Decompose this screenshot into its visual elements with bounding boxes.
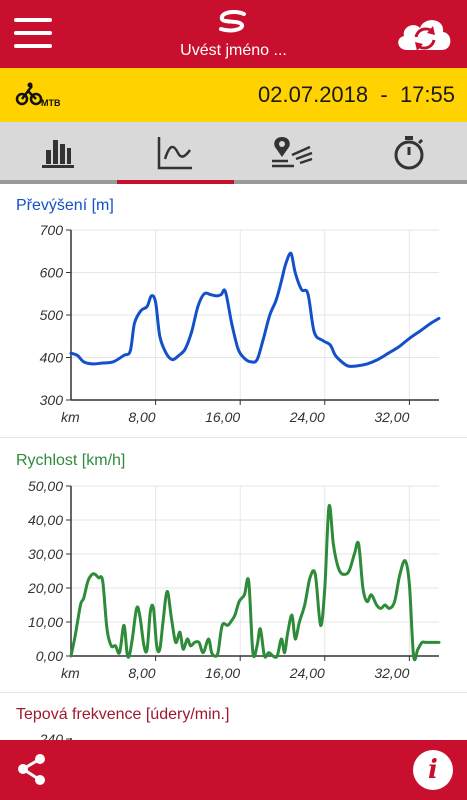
x-tick-label: 32,00 xyxy=(374,409,409,425)
x-tick-label: 32,00 xyxy=(374,665,409,681)
y-tick-label: 30,00 xyxy=(28,546,63,562)
bottom-app-bar: i xyxy=(0,740,467,800)
cloud-sync-icon[interactable] xyxy=(393,12,455,54)
speed-chart-title: Rychlost [km/h] xyxy=(16,452,126,469)
app-logo-icon xyxy=(219,10,246,33)
x-tick-label: 16,00 xyxy=(205,665,240,681)
tab-summary[interactable] xyxy=(0,122,117,184)
heart-rate-chart: 240 xyxy=(39,731,72,740)
top-app-bar: Uvést jméno ... xyxy=(0,0,467,68)
y-tick-label: 400 xyxy=(40,350,64,366)
tab-graphs[interactable] xyxy=(117,122,234,184)
series-line xyxy=(69,504,441,662)
activity-time: 17:55 xyxy=(399,82,455,107)
y-tick-label: 240 xyxy=(39,731,64,740)
graphs-content[interactable]: Převýšení [m] 300 400 500 600 700 8,00 16,00 24… xyxy=(0,184,467,740)
x-unit-label: km xyxy=(61,409,80,425)
name-input-link[interactable]: Uvést jméno ... xyxy=(180,42,287,59)
info-icon: i xyxy=(428,755,438,785)
y-tick-label: 0,00 xyxy=(36,648,63,664)
line-chart-icon xyxy=(157,137,193,170)
y-tick-label: 40,00 xyxy=(28,512,63,528)
datetime-separator: - xyxy=(380,82,388,107)
y-tick-label: 20,00 xyxy=(27,580,63,596)
speed-chart: 0,00 10,00 20,00 30,00 40,00 50,00 8,00 16,00 24… xyxy=(27,478,441,681)
chart-divider xyxy=(0,692,467,693)
hamburger-menu-icon[interactable] xyxy=(14,18,52,48)
elevation-chart: 300 400 500 600 700 8,00 16,00 24,00 32,00 km xyxy=(40,222,441,425)
share-icon[interactable] xyxy=(14,752,50,788)
activity-type-label: MTB xyxy=(41,98,61,108)
y-tick-label: 500 xyxy=(40,307,64,323)
activity-date: 02.07.2018 xyxy=(258,82,369,107)
y-tick-label: 10,00 xyxy=(28,614,63,630)
stopwatch-icon xyxy=(394,136,424,170)
elevation-chart-title: Převýšení [m] xyxy=(16,197,114,214)
activity-datetime: 02.07.2018 - 17:55 xyxy=(258,82,455,108)
y-tick-label: 700 xyxy=(40,222,64,238)
map-route-icon xyxy=(271,137,313,168)
x-tick-label: 8,00 xyxy=(128,665,155,681)
x-unit-label: km xyxy=(61,665,80,681)
chart-divider xyxy=(0,437,467,438)
x-tick-label: 16,00 xyxy=(205,409,240,425)
active-tab-indicator xyxy=(117,180,234,184)
mtb-bike-icon: MTB xyxy=(15,82,61,108)
heart-rate-chart-title: Tepová frekvence [údery/min.] xyxy=(16,706,230,723)
tab-map[interactable] xyxy=(234,122,351,184)
y-tick-label: 300 xyxy=(40,392,64,408)
bar-chart-icon xyxy=(42,140,75,168)
x-tick-label: 24,00 xyxy=(289,665,325,681)
info-button[interactable]: i xyxy=(413,750,453,790)
y-tick-label: 600 xyxy=(40,265,64,281)
x-tick-label: 8,00 xyxy=(128,409,155,425)
activity-info-bar: MTB 02.07.2018 - 17:55 xyxy=(0,68,467,122)
tab-bar xyxy=(0,122,467,184)
y-tick-label: 50,00 xyxy=(28,478,63,494)
x-tick-label: 24,00 xyxy=(289,409,325,425)
tab-laps[interactable] xyxy=(350,122,467,184)
series-line xyxy=(69,251,441,368)
